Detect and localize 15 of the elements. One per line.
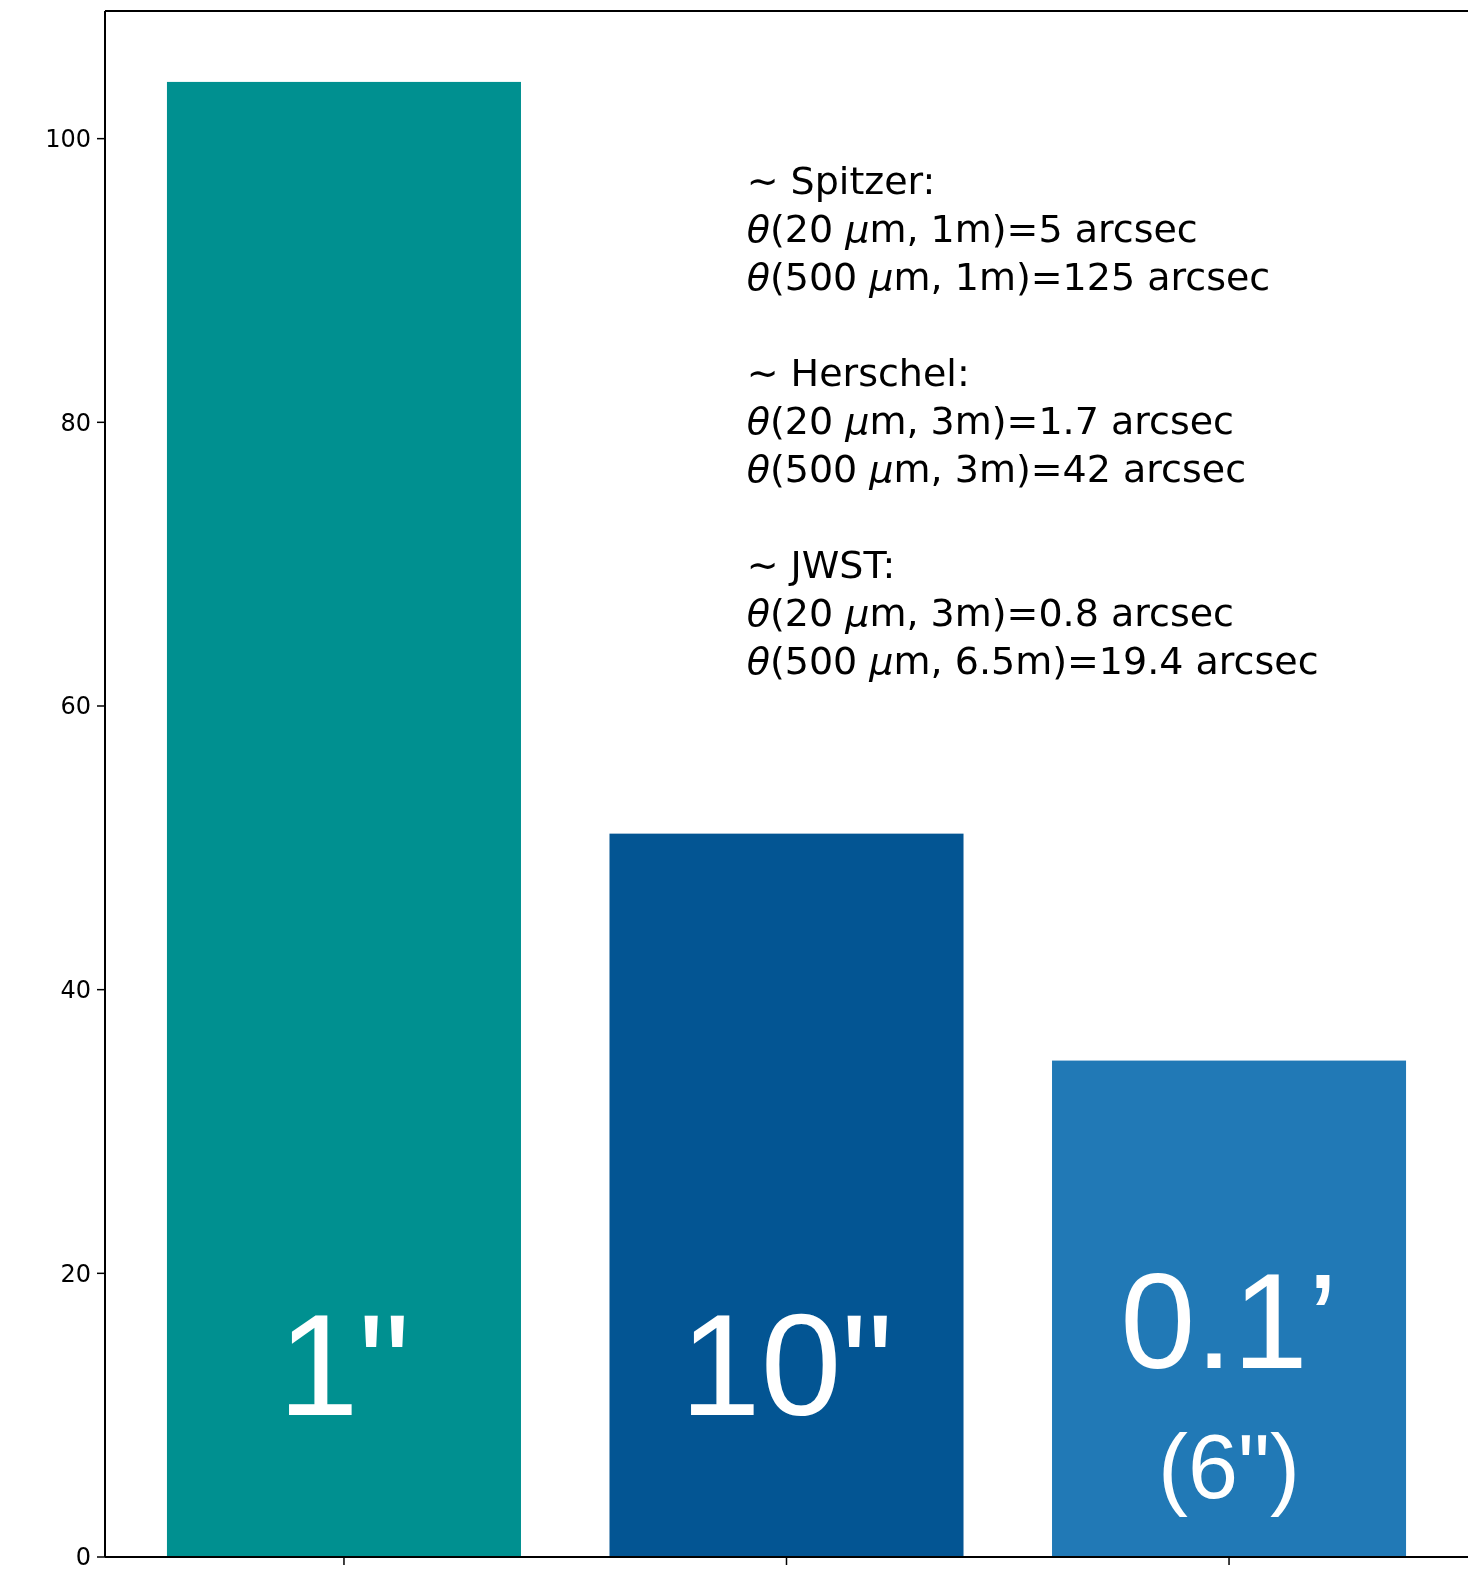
annotation: 0.1’ (6"): [1120, 1246, 1338, 1518]
text: ∼ JWST: θ(20 μm, 3m)=0.8 arcsec θ(500 μm, 6.5m)=19.4 arcsec: [746, 543, 1319, 683]
y-tick-label: 100: [45, 125, 91, 154]
bar: [1052, 1060, 1407, 1557]
annotation: 10": [680, 1284, 893, 1447]
annotation: 1": [277, 1284, 411, 1447]
y-tick-label: 40: [60, 976, 91, 1005]
y-tick-label: 60: [60, 692, 91, 721]
bar: [166, 81, 521, 1557]
text: ∼ Herschel: θ(20 μm, 3m)=1.7 arcsec θ(500 μm, 3m)=42 arcsec: [746, 351, 1247, 491]
bar: [609, 833, 964, 1557]
y-tick-label: 20: [60, 1259, 91, 1288]
y-tick-label: 0: [75, 1543, 91, 1572]
text: ∼ Spitzer: θ(20 μm, 1m)=5 arcsec θ(500 μm, 1m)=125 arcsec: [746, 159, 1271, 299]
y-tick-label: 80: [60, 408, 91, 437]
